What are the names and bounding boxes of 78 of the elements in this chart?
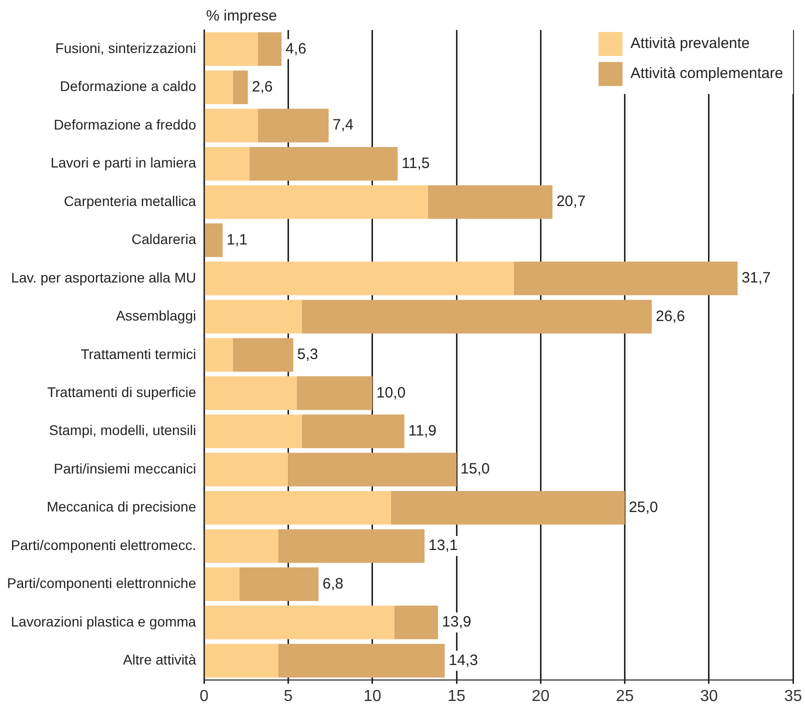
bar [302, 300, 652, 334]
x-tick-label: 15 [448, 688, 466, 705]
x-tick-label: 20 [532, 688, 550, 705]
total-label: 11,5 [402, 154, 430, 172]
bar [204, 644, 278, 678]
bar [302, 414, 404, 448]
bar [204, 414, 302, 448]
y-tick-label: Lavorazioni plastica e gomma [10, 613, 196, 630]
y-tick-label: Trattamenti termici [80, 346, 196, 362]
y-tick-label: Lavori e parti in lamiera [50, 154, 196, 171]
total-label: 7,4 [332, 116, 354, 134]
y-tick-label: Altre attività [122, 652, 196, 668]
y-tick-label: Carpenteria metallica [64, 192, 196, 209]
total-label: 6,8 [322, 575, 344, 592]
bar [232, 70, 248, 104]
y-tick-label: Parti/componenti elettronniche [7, 575, 196, 592]
total-label: 11,9 [408, 422, 436, 440]
bar [428, 185, 552, 219]
bar [204, 262, 514, 296]
y-tick-label: Parti/componenti elettromecc. [10, 536, 196, 553]
bar [204, 606, 394, 640]
x-tick-label: 10 [363, 688, 382, 705]
bar [204, 529, 278, 563]
bar [250, 146, 398, 181]
x-axis-title: % imprese [206, 8, 277, 25]
bar [204, 146, 250, 181]
bar [204, 108, 258, 142]
bar [296, 376, 372, 410]
y-tick-label: Stampi, modelli, utensili [49, 422, 196, 438]
y-tick-label: Caldareria [132, 231, 196, 248]
bar [514, 262, 738, 296]
y-tick-label: Deformazione a freddo [54, 116, 196, 132]
bar [278, 644, 445, 678]
legend-label: Attività complementare [630, 65, 784, 82]
y-tick-label: Fusioni, sinterizzazioni [55, 40, 196, 56]
bar [204, 32, 258, 66]
x-tick-label: 25 [616, 688, 634, 705]
x-tick-label: 0 [200, 688, 209, 705]
bar [204, 338, 233, 372]
bar [204, 376, 297, 410]
x-tick-label: 35 [784, 688, 802, 705]
x-tick-label: 5 [284, 688, 293, 705]
x-tick-label: 30 [700, 688, 718, 705]
y-tick-label: Lav. per asportazione alla MU [11, 269, 196, 286]
bar [288, 452, 457, 486]
bar [390, 490, 625, 525]
total-label: 4,6 [286, 40, 306, 58]
total-label: 13,9 [442, 614, 472, 631]
bar [278, 529, 425, 563]
legend-label: Attività prevalente [630, 35, 750, 52]
total-label: 31,7 [742, 270, 771, 287]
total-label: 2,6 [252, 78, 273, 96]
total-label: 10,0 [376, 384, 406, 402]
bar [204, 185, 428, 219]
total-label: 1,1 [226, 231, 248, 248]
y-tick-label: Deformazione a caldo [60, 78, 196, 94]
y-tick-label: Meccanica di precisione [46, 498, 196, 515]
bar [204, 223, 223, 258]
y-tick-label: Parti/insiemi meccanici [54, 460, 196, 476]
bar [204, 70, 233, 104]
bar [239, 567, 319, 602]
total-label: 5,3 [297, 346, 318, 364]
bar [204, 452, 288, 486]
bar [204, 300, 302, 334]
bar [204, 567, 240, 602]
y-tick-label: Assemblaggi [116, 308, 196, 324]
bar [258, 32, 282, 66]
total-label: 13,1 [428, 537, 458, 554]
bar [394, 606, 438, 640]
bar [204, 490, 391, 525]
total-label: 20,7 [556, 193, 586, 210]
total-label: 15,0 [460, 460, 490, 478]
bar [232, 338, 294, 372]
bar [258, 108, 329, 142]
total-label: 26,6 [656, 308, 685, 325]
y-tick-label: Trattamenti di superficie [47, 384, 196, 400]
total-label: 25,0 [628, 498, 658, 516]
total-label: 14,3 [448, 652, 478, 669]
